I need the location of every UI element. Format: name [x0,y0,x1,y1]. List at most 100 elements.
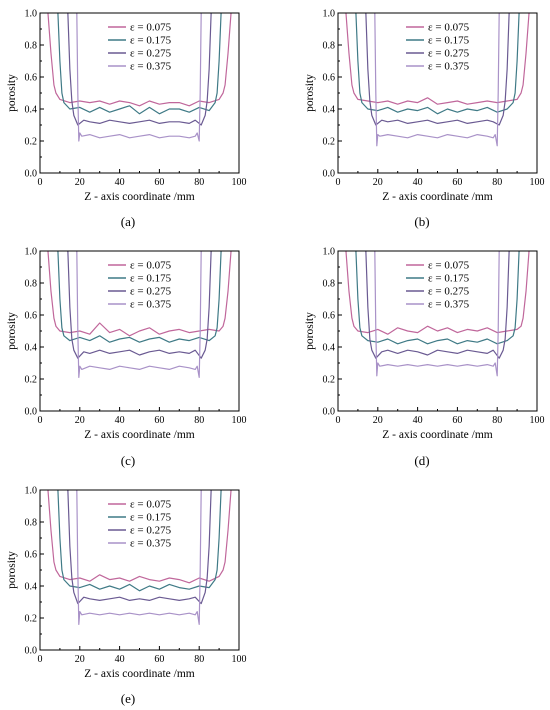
chart-panel: 0 20 40 60 80 100 0.0 0.2 0.4 0.6 0.8 1.0 Z - axis c… [6,247,247,469]
x-axis-label: Z - axis coordinate /mm [84,429,195,441]
series-line [345,251,530,335]
y-tick-label: 0.6 [25,311,38,322]
x-tick-label: 80 [194,654,204,665]
x-tick-label: 40 [413,177,423,188]
y-tick-label: 0.4 [25,343,38,354]
y-tick-label: 0.0 [323,407,336,418]
y-tick-label: 0.6 [25,73,38,84]
x-tick-label: 100 [232,177,247,188]
legend-entry: ε = 0.375 [428,299,470,311]
panel-label: (b) [414,214,429,229]
x-tick-label: 40 [115,177,125,188]
series-line [76,490,202,625]
x-tick-label: 20 [373,177,383,188]
chart-panel: 0 20 40 60 80 100 0.0 0.2 0.4 0.6 0.8 1.0 Z - axis c… [6,9,247,230]
y-tick-label: 0.0 [323,169,336,180]
series-line [67,251,212,359]
x-tick-label: 80 [492,415,502,426]
series-line [355,13,520,115]
series-line [374,251,500,377]
series-line [365,251,510,359]
series-line [57,251,222,343]
x-tick-label: 20 [75,654,85,665]
y-tick-label: 0.6 [323,311,336,322]
panel-label: (c) [121,453,135,468]
panel-label: (e) [121,691,135,706]
y-tick-label: 0.8 [25,518,38,529]
x-tick-label: 60 [452,177,462,188]
y-axis-label: porosity [6,551,18,589]
x-tick-label: 60 [452,415,462,426]
y-tick-label: 1.0 [25,247,38,258]
legend-entry: ε = 0.375 [130,299,172,311]
series-line [76,251,202,378]
legend-entry: ε = 0.075 [130,260,172,272]
legend-entry: ε = 0.275 [428,286,470,298]
series-line [67,13,212,126]
y-tick-label: 1.0 [323,9,336,20]
chart-panel: 0 20 40 60 80 100 0.0 0.2 0.4 0.6 0.8 1.0 Z - axis c… [304,247,545,469]
y-tick-label: 0.4 [25,582,38,593]
legend-entry: ε = 0.275 [130,525,172,537]
y-tick-label: 0.8 [323,279,336,290]
series-line [355,251,520,345]
series-line [47,490,232,584]
series-group [47,251,232,378]
x-tick-label: 60 [154,415,164,426]
legend-entry: ε = 0.375 [130,538,172,550]
x-tick-label: 80 [194,415,204,426]
x-axis-label: Z - axis coordinate /mm [84,668,195,680]
series-group [345,13,530,147]
y-axis-label: porosity [304,74,316,112]
series-group [345,251,530,377]
y-tick-label: 0.4 [25,105,38,116]
y-tick-label: 0.0 [25,407,38,418]
x-tick-label: 20 [75,415,85,426]
legend-entry: ε = 0.175 [130,273,172,285]
series-line [47,251,232,337]
y-tick-label: 1.0 [25,486,38,497]
y-tick-label: 0.2 [25,614,38,625]
series-group [47,13,232,142]
series-line [57,490,222,592]
legend-entry: ε = 0.375 [130,61,172,73]
x-tick-label: 100 [530,177,545,188]
legend-entry: ε = 0.075 [428,260,470,272]
y-tick-label: 0.8 [25,279,38,290]
series-line [76,13,202,142]
chart-panel: 0 20 40 60 80 100 0.0 0.2 0.4 0.6 0.8 1.0 Z - axis c… [304,9,545,230]
legend-entry: ε = 0.075 [428,22,470,34]
series-line [67,490,212,605]
series-group [47,490,232,625]
y-tick-label: 0.2 [323,137,336,148]
legend-entry: ε = 0.175 [130,512,172,524]
y-axis-label: porosity [6,312,18,350]
y-tick-label: 0.2 [323,375,336,386]
panel-label: (a) [121,214,135,229]
x-tick-label: 100 [530,415,545,426]
x-tick-label: 0 [38,415,43,426]
legend-entry: ε = 0.375 [428,61,470,73]
x-tick-label: 40 [413,415,423,426]
y-tick-label: 0.4 [323,105,336,116]
series-line [345,13,530,105]
legend-entry: ε = 0.075 [130,499,172,511]
x-tick-label: 60 [154,177,164,188]
legend-entry: ε = 0.175 [130,35,172,47]
x-axis-label: Z - axis coordinate /mm [382,429,493,441]
x-tick-label: 40 [115,415,125,426]
panel-label: (d) [414,453,429,468]
x-tick-label: 80 [492,177,502,188]
x-tick-label: 0 [336,177,341,188]
legend-entry: ε = 0.175 [428,273,470,285]
legend-entry: ε = 0.275 [428,48,470,60]
y-tick-label: 0.0 [25,169,38,180]
series-line [47,13,232,107]
legend-entry: ε = 0.175 [428,35,470,47]
series-line [365,13,510,126]
